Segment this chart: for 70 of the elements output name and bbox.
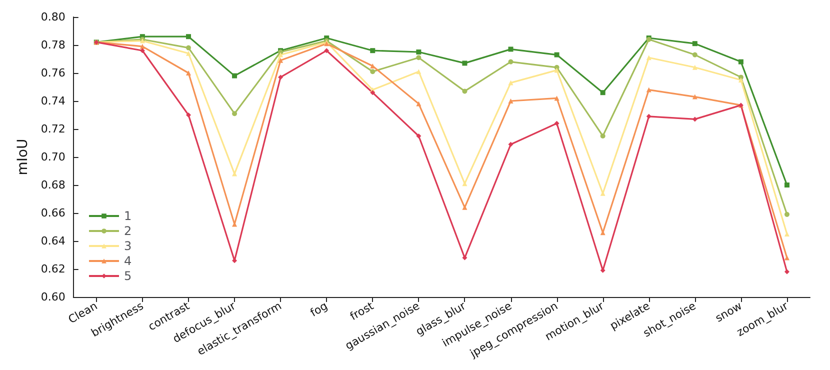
point <box>462 255 468 260</box>
legend-label: 2 <box>124 224 132 238</box>
point <box>554 96 560 101</box>
point <box>462 60 468 66</box>
point <box>692 94 698 100</box>
point <box>416 101 422 106</box>
point <box>508 59 514 64</box>
point <box>416 69 422 74</box>
point <box>232 111 238 116</box>
y-tick-label: 0.64 <box>40 234 66 248</box>
point <box>186 70 191 76</box>
point <box>738 78 744 82</box>
x-tick-label: fog <box>308 299 330 320</box>
y-tick-label: 0.62 <box>40 262 66 276</box>
point <box>784 269 790 274</box>
point <box>508 98 514 104</box>
point <box>784 182 790 188</box>
y-axis-title: mIoU <box>15 138 31 176</box>
point <box>508 46 514 52</box>
legend-label: 1 <box>124 209 132 223</box>
y-tick-label: 0.60 <box>40 290 66 304</box>
point <box>186 34 191 40</box>
legend-label: 3 <box>124 239 132 253</box>
point <box>278 52 284 58</box>
point <box>416 55 422 60</box>
point <box>692 52 698 58</box>
y-tick-label: 0.72 <box>40 122 66 136</box>
point <box>784 255 790 260</box>
point <box>324 48 330 54</box>
point <box>554 120 560 126</box>
point <box>278 74 284 80</box>
point <box>646 114 652 119</box>
point <box>186 50 191 56</box>
point <box>784 212 790 217</box>
y-tick-label: 0.76 <box>40 66 66 80</box>
point <box>370 48 376 54</box>
point <box>186 45 191 50</box>
point <box>646 87 652 92</box>
point <box>646 55 652 60</box>
point <box>784 232 790 236</box>
y-tick-label: 0.80 <box>40 10 66 24</box>
y-tick-label: 0.70 <box>40 150 66 164</box>
point <box>462 88 468 94</box>
point <box>416 50 422 54</box>
point <box>462 181 468 186</box>
point <box>186 112 191 118</box>
point <box>738 59 744 64</box>
point <box>554 68 560 73</box>
point <box>692 41 698 46</box>
point <box>508 80 514 86</box>
legend-label: 4 <box>124 254 132 268</box>
point <box>370 69 376 74</box>
point <box>692 64 698 70</box>
y-tick-label: 0.78 <box>40 38 66 52</box>
point <box>600 90 606 96</box>
point <box>692 116 698 122</box>
point <box>508 142 514 147</box>
point <box>232 73 238 78</box>
point <box>462 204 468 210</box>
point <box>554 52 560 58</box>
y-tick-label: 0.74 <box>40 94 66 108</box>
point <box>278 58 284 63</box>
legend-label: 5 <box>124 269 132 283</box>
point <box>140 48 145 54</box>
y-tick-label: 0.66 <box>40 206 66 220</box>
point <box>140 44 145 49</box>
point <box>370 90 376 96</box>
point <box>600 134 606 138</box>
y-tick-label: 0.68 <box>40 178 66 192</box>
point <box>416 134 422 138</box>
